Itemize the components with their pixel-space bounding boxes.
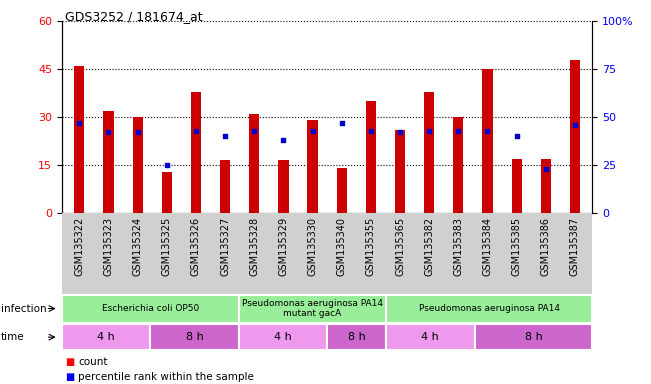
Point xyxy=(161,162,172,168)
Text: percentile rank within the sample: percentile rank within the sample xyxy=(78,372,254,382)
Text: GSM135324: GSM135324 xyxy=(133,217,143,276)
Bar xyxy=(191,91,201,213)
Bar xyxy=(62,295,239,323)
Bar xyxy=(386,295,592,323)
Point xyxy=(220,133,230,139)
Text: GSM135384: GSM135384 xyxy=(482,217,492,276)
Text: GSM135355: GSM135355 xyxy=(366,217,376,276)
Text: GSM135385: GSM135385 xyxy=(512,217,521,276)
Bar xyxy=(104,111,113,213)
Point xyxy=(104,129,114,136)
Bar xyxy=(307,120,318,213)
Bar xyxy=(541,159,551,213)
Text: 8 h: 8 h xyxy=(186,332,203,342)
Text: 4 h: 4 h xyxy=(274,332,292,342)
Text: Escherichia coli OP50: Escherichia coli OP50 xyxy=(102,304,199,313)
Text: 4 h: 4 h xyxy=(421,332,439,342)
Text: GSM135365: GSM135365 xyxy=(395,217,405,276)
Text: GSM135328: GSM135328 xyxy=(249,217,259,276)
Text: GSM135326: GSM135326 xyxy=(191,217,201,276)
Text: GSM135327: GSM135327 xyxy=(220,217,230,276)
Text: GSM135323: GSM135323 xyxy=(104,217,113,276)
Text: ■: ■ xyxy=(65,358,74,367)
Text: GSM135382: GSM135382 xyxy=(424,217,434,276)
Point xyxy=(540,166,551,172)
Point xyxy=(424,127,434,134)
Bar xyxy=(366,101,376,213)
Text: time: time xyxy=(1,332,24,342)
Text: GSM135340: GSM135340 xyxy=(337,217,347,276)
Text: 8 h: 8 h xyxy=(348,332,365,342)
Point xyxy=(337,120,347,126)
Text: GSM135329: GSM135329 xyxy=(279,217,288,276)
Point xyxy=(278,137,288,143)
Bar xyxy=(239,324,327,350)
Bar xyxy=(482,69,493,213)
Text: Pseudomonas aeruginosa PA14: Pseudomonas aeruginosa PA14 xyxy=(419,304,560,313)
Text: GSM135386: GSM135386 xyxy=(541,217,551,276)
Text: infection: infection xyxy=(1,303,46,314)
Point xyxy=(132,129,143,136)
Bar xyxy=(62,324,150,350)
Point xyxy=(74,120,85,126)
Bar xyxy=(161,172,172,213)
Bar xyxy=(386,324,475,350)
Text: GSM135387: GSM135387 xyxy=(570,217,580,276)
Bar xyxy=(453,117,464,213)
Bar xyxy=(278,161,288,213)
Bar xyxy=(424,91,434,213)
Point xyxy=(191,127,201,134)
Bar xyxy=(475,324,592,350)
Text: Pseudomonas aeruginosa PA14
mutant gacA: Pseudomonas aeruginosa PA14 mutant gacA xyxy=(242,299,383,318)
Point xyxy=(453,127,464,134)
Text: GSM135383: GSM135383 xyxy=(453,217,464,276)
Point xyxy=(512,133,522,139)
Bar xyxy=(337,168,347,213)
Bar xyxy=(249,114,259,213)
Text: GSM135330: GSM135330 xyxy=(307,217,318,276)
Text: 8 h: 8 h xyxy=(525,332,542,342)
Point xyxy=(570,122,580,128)
Text: 4 h: 4 h xyxy=(97,332,115,342)
Point xyxy=(366,127,376,134)
Bar xyxy=(220,161,230,213)
Text: GSM135322: GSM135322 xyxy=(74,217,85,276)
Text: GSM135325: GSM135325 xyxy=(162,217,172,276)
Point xyxy=(395,129,405,136)
Bar xyxy=(395,130,405,213)
Bar xyxy=(150,324,239,350)
Bar xyxy=(239,295,386,323)
Bar xyxy=(570,60,580,213)
Text: ■: ■ xyxy=(65,372,74,382)
Bar xyxy=(512,159,521,213)
Bar xyxy=(327,324,386,350)
Point xyxy=(249,127,260,134)
Text: GDS3252 / 181674_at: GDS3252 / 181674_at xyxy=(65,10,202,23)
Text: count: count xyxy=(78,358,107,367)
Point xyxy=(482,127,493,134)
Bar xyxy=(74,66,85,213)
Point xyxy=(307,127,318,134)
Bar xyxy=(133,117,143,213)
